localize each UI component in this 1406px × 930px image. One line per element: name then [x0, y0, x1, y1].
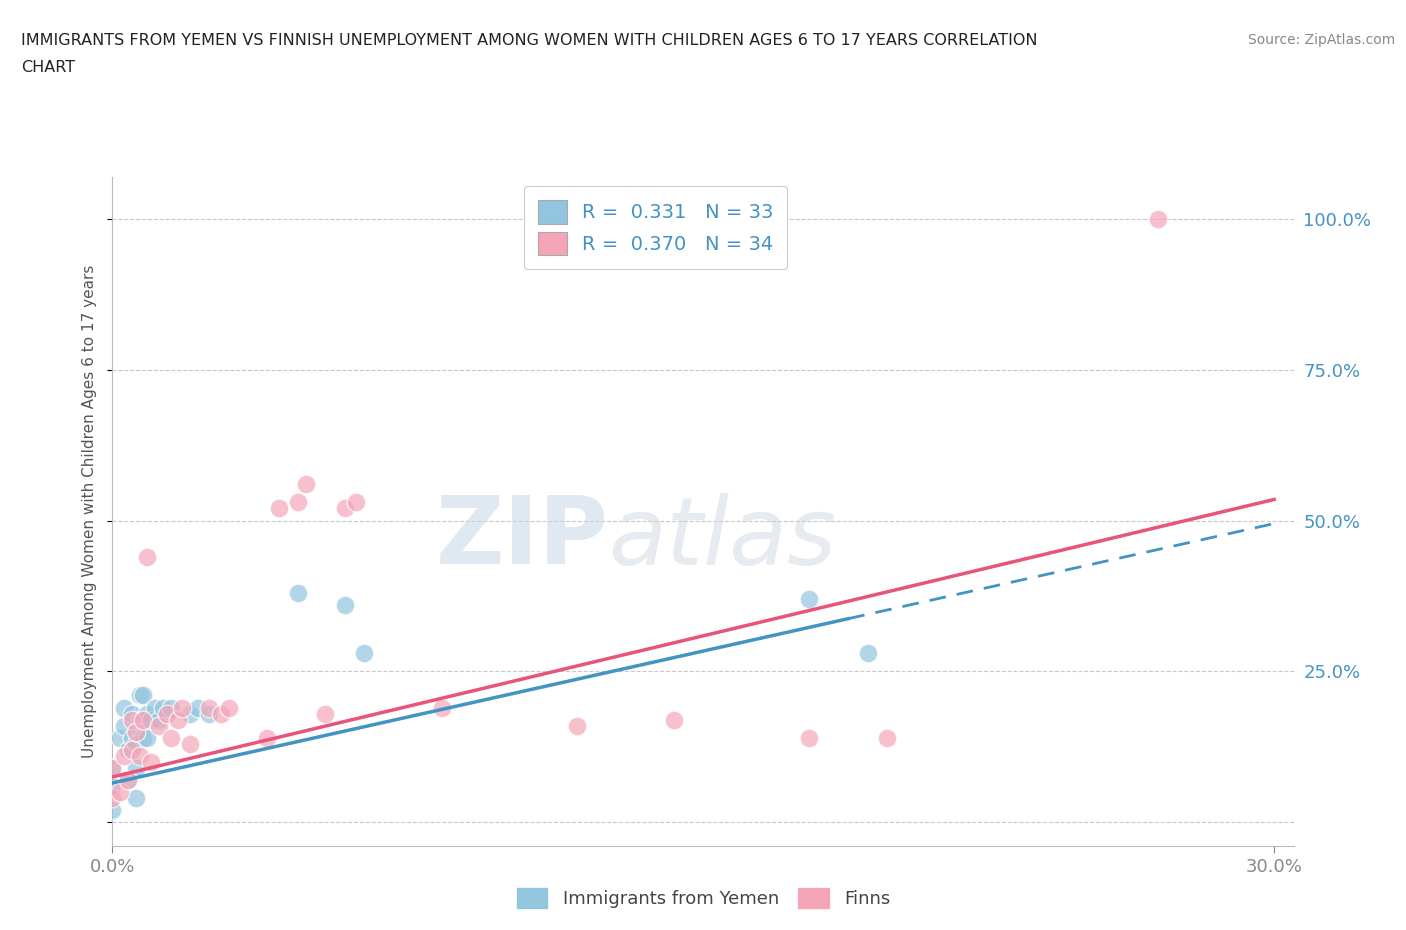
Text: Source: ZipAtlas.com: Source: ZipAtlas.com: [1247, 33, 1395, 46]
Point: [141, 712, 163, 727]
Point: [198, 706, 221, 721]
Point: [121, 730, 143, 745]
Point: [876, 730, 898, 745]
Point: [132, 712, 155, 727]
Point: [799, 591, 821, 606]
Point: [112, 700, 135, 715]
Legend: Immigrants from Yemen, Finns: Immigrants from Yemen, Finns: [509, 880, 897, 916]
Point: [256, 730, 278, 745]
Point: [167, 712, 190, 727]
Point: [353, 645, 375, 660]
Text: ZIP: ZIP: [436, 492, 609, 584]
Point: [565, 718, 588, 733]
Y-axis label: Unemployment Among Women with Children Ages 6 to 17 years: Unemployment Among Women with Children A…: [82, 265, 97, 758]
Point: [152, 700, 174, 715]
Point: [132, 712, 155, 727]
Point: [132, 688, 155, 703]
Text: IMMIGRANTS FROM YEMEN VS FINNISH UNEMPLOYMENT AMONG WOMEN WITH CHILDREN AGES 6 T: IMMIGRANTS FROM YEMEN VS FINNISH UNEMPLO…: [21, 33, 1038, 47]
Point: [125, 724, 148, 739]
Point: [1147, 211, 1170, 226]
Point: [125, 790, 148, 805]
Point: [148, 718, 170, 733]
Legend: R =  0.331   N = 33, R =  0.370   N = 34: R = 0.331 N = 33, R = 0.370 N = 34: [524, 186, 787, 269]
Point: [136, 706, 159, 721]
Point: [333, 501, 356, 516]
Point: [125, 761, 148, 776]
Point: [209, 706, 232, 721]
Point: [117, 773, 139, 788]
Point: [172, 700, 194, 715]
Point: [101, 803, 124, 817]
Point: [121, 706, 143, 721]
Point: [112, 718, 135, 733]
Point: [110, 785, 132, 800]
Point: [179, 737, 201, 751]
Text: CHART: CHART: [21, 60, 75, 75]
Point: [132, 730, 155, 745]
Point: [856, 645, 879, 660]
Point: [198, 700, 221, 715]
Point: [110, 730, 132, 745]
Point: [128, 749, 150, 764]
Point: [101, 778, 124, 793]
Point: [101, 761, 124, 776]
Point: [117, 742, 139, 757]
Point: [136, 550, 159, 565]
Point: [148, 712, 170, 727]
Point: [101, 790, 124, 805]
Point: [121, 712, 143, 727]
Point: [314, 706, 336, 721]
Point: [662, 712, 685, 727]
Point: [430, 700, 453, 715]
Point: [287, 495, 309, 510]
Point: [112, 749, 135, 764]
Point: [143, 700, 166, 715]
Point: [267, 501, 290, 516]
Point: [159, 700, 181, 715]
Point: [136, 730, 159, 745]
Point: [128, 712, 150, 727]
Point: [141, 754, 163, 769]
Point: [799, 730, 821, 745]
Point: [218, 700, 240, 715]
Point: [333, 598, 356, 613]
Point: [128, 688, 150, 703]
Point: [295, 477, 318, 492]
Point: [179, 706, 201, 721]
Point: [156, 706, 179, 721]
Point: [346, 495, 368, 510]
Point: [117, 773, 139, 788]
Point: [101, 761, 124, 776]
Point: [125, 737, 148, 751]
Point: [287, 586, 309, 601]
Point: [159, 730, 181, 745]
Point: [121, 742, 143, 757]
Point: [187, 700, 209, 715]
Text: atlas: atlas: [609, 493, 837, 584]
